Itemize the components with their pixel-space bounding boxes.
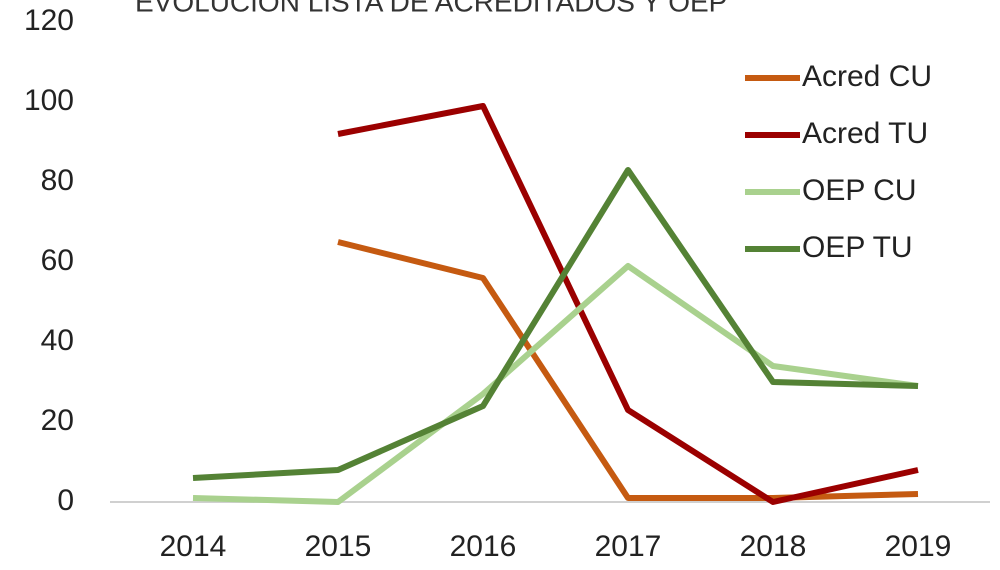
x-tick-label: 2015 xyxy=(305,530,372,563)
x-tick-label: 2019 xyxy=(885,530,952,563)
y-tick-label: 100 xyxy=(24,84,74,117)
y-tick-label: 20 xyxy=(41,404,74,437)
series-line xyxy=(337,103,919,505)
legend-label: OEP CU xyxy=(802,174,916,207)
y-tick-label: 120 xyxy=(24,4,74,37)
legend-label: Acred TU xyxy=(802,117,928,150)
y-tick-label: 80 xyxy=(41,164,74,197)
series-line xyxy=(192,167,919,481)
series-line xyxy=(337,239,919,501)
series-line xyxy=(192,263,919,505)
legend-label: OEP TU xyxy=(802,231,913,264)
legend-label: Acred CU xyxy=(802,60,932,93)
x-tick-label: 2018 xyxy=(740,530,807,563)
x-tick-label: 2017 xyxy=(595,530,662,563)
y-tick-label: 40 xyxy=(41,324,74,357)
y-tick-label: 60 xyxy=(41,244,74,277)
x-tick-label: 2014 xyxy=(160,530,227,563)
y-tick-label: 0 xyxy=(57,484,74,517)
x-tick-label: 2016 xyxy=(450,530,517,563)
chart-title: EVOLUCIÓN LISTA DE ACREDITADOS Y OEP xyxy=(135,0,727,17)
